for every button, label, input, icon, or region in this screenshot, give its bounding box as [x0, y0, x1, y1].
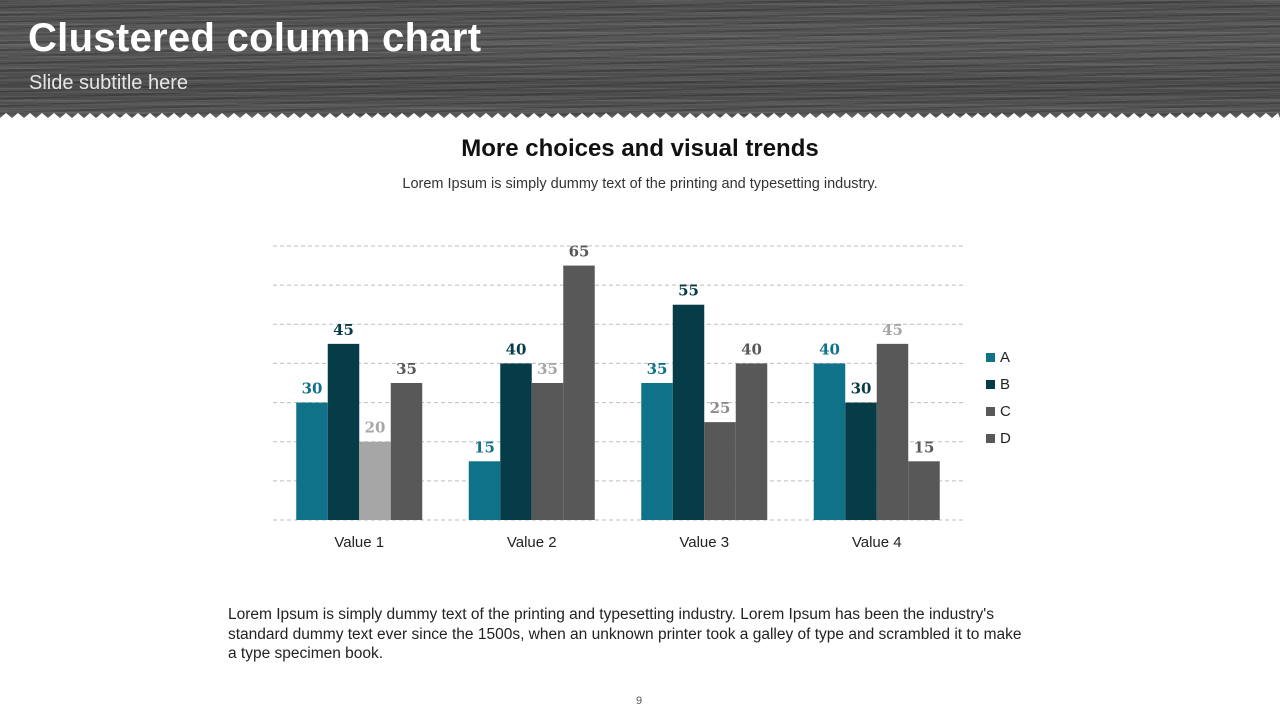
- clustered-column-chart: 30 45 20 35 Value 1 15 40 35 65 Value 2 35 55 25 40 Va…: [273, 243, 963, 551]
- legend-item-b: B: [986, 371, 1011, 398]
- x-tick-label: Value 3: [679, 534, 729, 551]
- data-label: 30: [302, 380, 323, 398]
- header-banner: Clustered column chart Slide subtitle he…: [0, 0, 1280, 126]
- chart-subtitle: Lorem Ipsum is simply dummy text of the …: [402, 176, 878, 192]
- data-label: 40: [741, 340, 762, 358]
- bar-d-1: [390, 383, 423, 520]
- x-tick-label: Value 2: [507, 534, 557, 551]
- data-label: 20: [365, 419, 386, 437]
- data-label: 35: [537, 360, 558, 378]
- bar-c-2: [531, 383, 564, 520]
- data-label: 40: [819, 340, 840, 358]
- x-tick-label: Value 1: [334, 534, 384, 551]
- data-label: 45: [333, 321, 354, 339]
- slide-title: Clustered column chart: [28, 16, 482, 60]
- legend-item-c: C: [986, 398, 1011, 425]
- bar-b-3: [672, 304, 705, 520]
- bar-a-3: [641, 383, 673, 520]
- bar-a-4: [813, 363, 846, 520]
- data-label: 40: [506, 340, 527, 358]
- page-number: 9: [635, 695, 643, 707]
- bar-b-4: [845, 402, 877, 520]
- legend-swatch: [986, 407, 995, 416]
- legend-swatch: [986, 434, 995, 443]
- data-label: 15: [474, 438, 495, 456]
- bar-a-2: [468, 461, 501, 520]
- bar-d-3: [735, 363, 768, 520]
- data-label: 35: [396, 360, 417, 378]
- data-label: 55: [678, 282, 699, 300]
- legend-item-a: A: [986, 344, 1011, 371]
- legend-label: A: [1000, 349, 1011, 366]
- legend-item-d: D: [986, 425, 1011, 452]
- data-label: 30: [851, 380, 872, 398]
- bar-d-4: [908, 461, 940, 520]
- bar-c-1: [359, 441, 391, 520]
- x-tick-label: Value 4: [852, 534, 902, 551]
- header-zigzag-edge: [0, 113, 1280, 128]
- bar-b-1: [327, 343, 360, 520]
- data-label: 65: [569, 243, 590, 261]
- data-label: 35: [647, 360, 668, 378]
- slide-subtitle: Slide subtitle here: [29, 72, 188, 94]
- bar-b-2: [500, 363, 532, 520]
- legend-swatch: [986, 380, 995, 389]
- chart-title: More choices and visual trends: [461, 135, 819, 162]
- legend-label: D: [1000, 430, 1011, 447]
- legend-label: B: [1000, 376, 1011, 393]
- bar-c-3: [704, 422, 736, 520]
- data-label: 15: [914, 438, 935, 456]
- body-text: Lorem Ipsum is simply dummy text of the …: [228, 606, 1022, 662]
- bar-a-1: [296, 402, 328, 520]
- bar-c-4: [876, 343, 909, 520]
- legend-swatch: [986, 353, 995, 362]
- data-label: 25: [710, 399, 731, 417]
- legend-label: C: [1000, 403, 1011, 420]
- data-label: 45: [882, 321, 903, 339]
- bar-d-2: [563, 265, 595, 520]
